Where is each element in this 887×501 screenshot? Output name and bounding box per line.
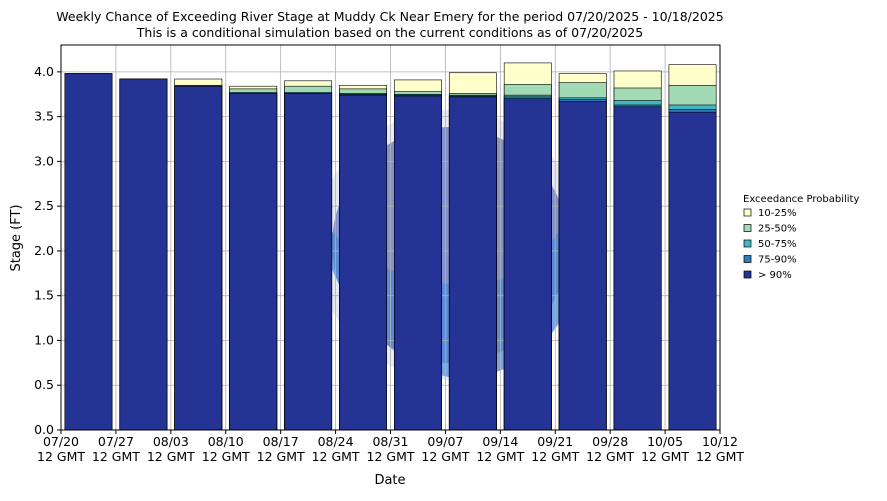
legend-label: 25-50%: [758, 224, 797, 235]
x-tick-label: 08/31: [372, 434, 408, 449]
legend-label: 75-90%: [758, 255, 797, 266]
y-axis-label: Stage (FT): [9, 204, 24, 271]
x-tick-label: 10/05: [647, 434, 683, 449]
x-tick-label-time: 12 GMT: [257, 449, 305, 464]
legend-swatch: [743, 270, 752, 279]
y-axis: 0.0 0.5 1.0 1.5 2.0 2.5 3.0 3.5 4.0: [34, 64, 61, 437]
legend-swatch: [743, 224, 752, 232]
x-axis-label: Date: [374, 473, 405, 488]
x-tick-label-time: 12 GMT: [367, 449, 415, 464]
x-tick-label: 09/14: [482, 434, 518, 449]
x-tick-label-time: 12 GMT: [531, 449, 579, 464]
x-tick-label: 07/20: [43, 434, 79, 449]
y-tick-label: 2.0: [34, 243, 54, 258]
x-tick-label-time: 12 GMT: [421, 449, 469, 464]
y-tick-label: 1.5: [34, 288, 54, 303]
bar: [558, 101, 607, 431]
y-tick-label: 3.0: [34, 153, 54, 168]
bar: [64, 73, 113, 431]
chart-subtitle: This is a conditional simulation based o…: [136, 25, 643, 40]
x-tick-label: 07/27: [98, 434, 134, 449]
legend-label: 50-75%: [758, 239, 797, 250]
x-tick-label: 08/10: [208, 434, 244, 449]
x-tick-label: 09/28: [592, 434, 628, 449]
y-tick-label: 0.0: [34, 422, 54, 437]
bar: [174, 85, 223, 431]
legend-swatch: [743, 208, 752, 217]
bar: [229, 93, 278, 431]
x-tick-label: 08/24: [318, 434, 354, 449]
x-tick-label: 10/12: [702, 434, 738, 449]
x-tick-label-time: 12 GMT: [147, 449, 195, 464]
y-tick-label: 1.0: [34, 332, 54, 347]
bar: [119, 78, 168, 431]
x-tick-label-time: 12 GMT: [476, 449, 524, 464]
bar: [613, 106, 662, 431]
legend: Exceedance Probability 10-25% 25-50% 50-75…: [743, 194, 859, 281]
x-tick-label-time: 12 GMT: [312, 449, 360, 464]
bars-group: [64, 62, 717, 431]
x-tick-label-time: 12 GMT: [586, 449, 634, 464]
legend-label: > 90%: [758, 270, 792, 281]
x-tick-label: 09/21: [537, 434, 573, 449]
bar: [448, 96, 497, 431]
x-tick-label-time: 12 GMT: [92, 449, 140, 464]
bar: [394, 95, 442, 431]
bar: [503, 98, 552, 431]
x-tick-label: 08/17: [263, 434, 299, 449]
y-tick-label: 2.5: [34, 198, 54, 213]
x-tick-label: 09/07: [427, 434, 463, 449]
y-tick-label: 4.0: [34, 64, 54, 79]
x-tick-label-time: 12 GMT: [641, 449, 689, 464]
legend-swatch: [743, 255, 752, 263]
bar: [668, 111, 717, 431]
x-tick-label: 08/03: [153, 434, 189, 449]
bar: [284, 93, 333, 431]
legend-swatch: [743, 239, 752, 248]
x-tick-label-time: 12 GMT: [37, 449, 85, 464]
legend-title: Exceedance Probability: [743, 194, 859, 205]
x-tick-label-time: 12 GMT: [202, 449, 250, 464]
y-tick-label: 3.5: [34, 109, 54, 124]
bar: [339, 94, 387, 431]
chart-title: Weekly Chance of Exceeding River Stage a…: [56, 9, 723, 24]
legend-label: 10-25%: [758, 208, 797, 219]
y-tick-label: 0.5: [34, 377, 54, 392]
x-tick-label-time: 12 GMT: [696, 449, 744, 464]
